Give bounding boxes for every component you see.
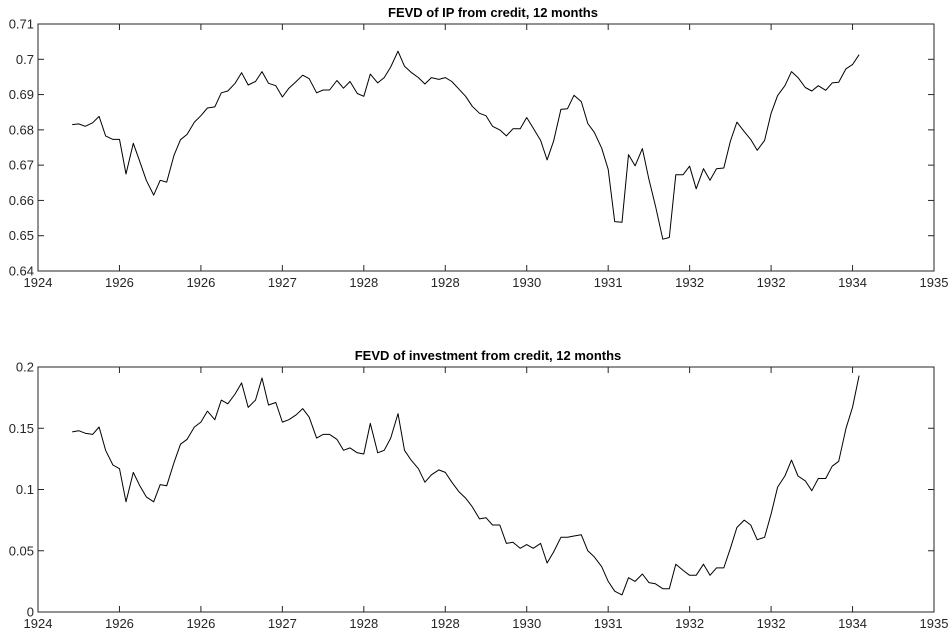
investment-fevd-y-tick-label: 0 [27,605,34,620]
ip-fevd-x-tick-label: 1934 [838,275,867,290]
ip-fevd-y-tick-label: 0.67 [9,158,34,173]
ip-fevd-y-tick-label: 0.65 [9,228,34,243]
ip-fevd-x-tick-label: 1928 [349,275,378,290]
investment-fevd-x-tick-label: 1924 [24,616,53,631]
ip-fevd-x-tick-label: 1926 [105,275,134,290]
investment-fevd-series-line [72,375,860,596]
investment-fevd-x-tick-label: 1927 [268,616,297,631]
investment-fevd-chart: FEVD of investment from credit, 12 month… [9,348,949,631]
ip-fevd-series-line [72,50,860,240]
ip-fevd-x-tick-label: 1930 [512,275,541,290]
ip-fevd-y-tick-label: 0.69 [9,87,34,102]
investment-fevd-x-tick-label: 1928 [431,616,460,631]
ip-fevd-x-tick-label: 1931 [594,275,623,290]
ip-fevd-chart: FEVD of IP from credit, 12 months 1924 19… [9,5,949,290]
investment-fevd-x-tick-label: 1930 [512,616,541,631]
ip-fevd-y-tick-label: 0.68 [9,122,34,137]
ip-fevd-x-tick-label: 1932 [757,275,786,290]
investment-fevd-y-tick-label: 0.1 [16,482,34,497]
ip-fevd-y-tick-label: 0.7 [16,52,34,67]
ip-fevd-chart-ticks: 1924 1926 1926 1927 1928 1928 1930 1931 1932 1932… [9,17,949,291]
investment-fevd-x-tick-label: 1934 [838,616,867,631]
investment-fevd-x-tick-label: 1928 [349,616,378,631]
ip-fevd-chart-title: FEVD of IP from credit, 12 months [388,5,598,20]
investment-fevd-x-tick-label: 1926 [105,616,134,631]
ip-fevd-x-tick-label: 1932 [675,275,704,290]
investment-fevd-x-tick-label: 1931 [594,616,623,631]
ip-fevd-y-tick-label: 0.64 [9,264,34,279]
investment-fevd-chart-title: FEVD of investment from credit, 12 month… [355,348,622,363]
ip-fevd-y-tick-label: 0.71 [9,17,34,32]
ip-fevd-x-tick-label: 1935 [920,275,949,290]
ip-fevd-x-tick-label: 1926 [186,275,215,290]
ip-fevd-x-tick-label: 1927 [268,275,297,290]
ip-fevd-x-tick-label: 1928 [431,275,460,290]
investment-fevd-x-tick-label: 1935 [920,616,949,631]
investment-fevd-y-tick-label: 0.05 [9,543,34,558]
ip-fevd-y-tick-label: 0.66 [9,193,34,208]
ip-fevd-x-tick-label: 1924 [24,275,53,290]
investment-fevd-x-tick-label: 1932 [675,616,704,631]
investment-fevd-x-tick-label: 1932 [757,616,786,631]
investment-fevd-y-tick-label: 0.2 [16,360,34,375]
ip-fevd-chart-axes-box [37,23,935,272]
investment-fevd-x-tick-label: 1926 [186,616,215,631]
investment-fevd-y-tick-label: 0.15 [9,421,34,436]
investment-fevd-chart-axes-box [37,366,935,613]
